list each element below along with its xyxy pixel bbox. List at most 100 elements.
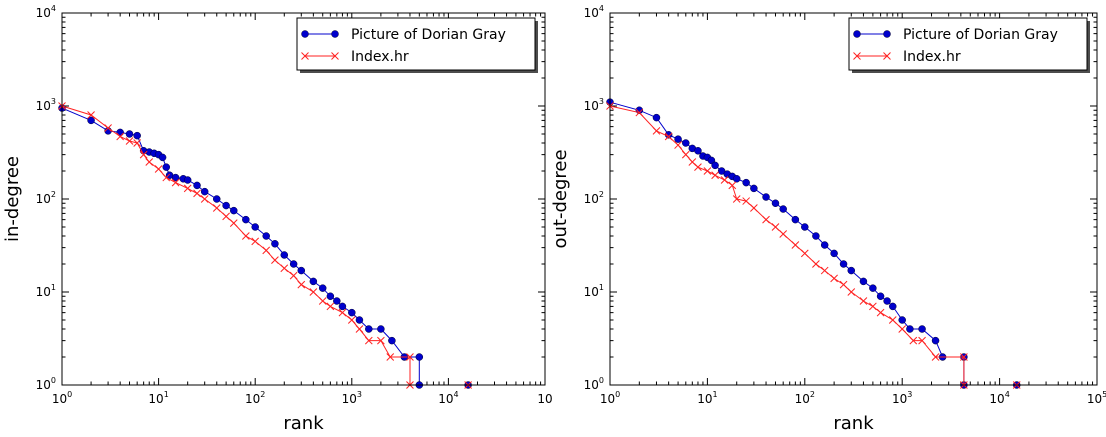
data-point: [859, 297, 868, 305]
x-tick-label: 10: [537, 392, 552, 406]
data-point: [674, 135, 682, 143]
y-axis-label: in-degree: [2, 156, 23, 242]
data-point: [762, 193, 770, 201]
data-point: [791, 215, 800, 224]
legend-marker: [301, 30, 309, 38]
data-point: [200, 195, 209, 203]
data-point: [309, 288, 318, 296]
data-point: [918, 325, 926, 333]
data-point: [839, 260, 848, 268]
data-point: [386, 353, 395, 361]
data-point: [931, 336, 940, 345]
x-axis-label: rank: [283, 413, 324, 434]
data-point: [869, 302, 877, 311]
data-point: [125, 137, 134, 145]
chart-panel-2: 100 101 102 103 104 105 100 101 102 103 104 rank out…: [550, 4, 1106, 434]
data-point: [171, 173, 180, 182]
data-point: [732, 195, 741, 203]
data-point: [154, 165, 163, 173]
data-point: [918, 336, 926, 345]
data-point: [652, 113, 661, 122]
series-line: [609, 101, 1017, 386]
y-tick-label: 103: [584, 97, 604, 113]
data-point: [694, 163, 702, 172]
data-point: [839, 280, 848, 289]
legend-marker: [331, 52, 339, 60]
data-point: [365, 325, 373, 333]
data-point: [711, 171, 719, 180]
legend-label: Picture of Dorian Gray: [903, 27, 1058, 43]
data-point: [116, 132, 125, 141]
y-tick-label: 103: [36, 97, 56, 113]
data-point: [717, 167, 726, 175]
data-point: [162, 173, 171, 182]
data-point: [183, 176, 192, 184]
data-point: [720, 176, 729, 184]
data-point: [222, 201, 230, 210]
data-point: [812, 232, 820, 240]
data-point: [213, 195, 221, 203]
data-point: [326, 302, 335, 311]
data-point: [289, 271, 298, 280]
data-point: [681, 150, 690, 159]
data-point: [355, 325, 364, 333]
legend-marker: [853, 52, 861, 60]
data-point: [779, 230, 788, 238]
data-point: [364, 336, 373, 345]
y-tick-label: 101: [584, 283, 604, 299]
data-point: [883, 297, 891, 305]
data-point: [742, 178, 750, 187]
data-point: [347, 316, 356, 324]
y-tick-label: 104: [584, 4, 604, 20]
data-point: [318, 297, 327, 305]
y-tick-label: 104: [36, 4, 56, 20]
data-point: [750, 204, 758, 212]
data-point: [326, 292, 335, 301]
data-point: [800, 249, 809, 258]
legend-label: Index.hr: [351, 49, 409, 65]
data-point: [820, 241, 829, 249]
series-line: [61, 105, 469, 386]
data-point: [732, 175, 741, 183]
data-point: [162, 163, 170, 171]
series-line: [61, 107, 469, 386]
legend-box: [848, 17, 1088, 71]
data-point: [909, 336, 918, 345]
data-point: [711, 161, 719, 170]
data-point: [139, 150, 148, 159]
data-point: [242, 215, 250, 224]
data-point: [415, 353, 424, 361]
data-point: [830, 249, 838, 258]
legend: Picture of Dorian Gray Index.hr: [296, 17, 538, 73]
x-tick-label: 102: [795, 390, 815, 406]
data-point: [779, 205, 787, 213]
data-point: [262, 246, 271, 255]
data-point: [222, 212, 230, 221]
data-point: [171, 178, 180, 187]
data-point: [812, 260, 820, 268]
data-point: [309, 277, 318, 286]
data-point: [145, 158, 154, 166]
data-point: [888, 316, 897, 324]
legend-marker: [883, 30, 891, 38]
data-point: [87, 111, 95, 119]
legend-marker: [301, 52, 309, 60]
data-point: [318, 284, 327, 292]
data-point: [125, 130, 134, 138]
x-tick-label: 104: [438, 390, 458, 406]
y-axis-label: out-degree: [550, 149, 571, 248]
data-point: [230, 206, 238, 215]
data-point: [251, 237, 260, 246]
data-point: [271, 240, 279, 248]
chart-panel-1: 100 101 102 103 104 10 100 101 102 103 104 rank in-d…: [2, 4, 553, 434]
data-point: [200, 187, 209, 196]
y-tick-label: 102: [584, 190, 604, 206]
x-axis-label: rank: [833, 413, 874, 434]
data-point: [876, 292, 885, 301]
data-point: [898, 316, 906, 324]
data-point: [280, 264, 289, 273]
data-point: [133, 139, 142, 147]
data-point: [229, 219, 238, 227]
